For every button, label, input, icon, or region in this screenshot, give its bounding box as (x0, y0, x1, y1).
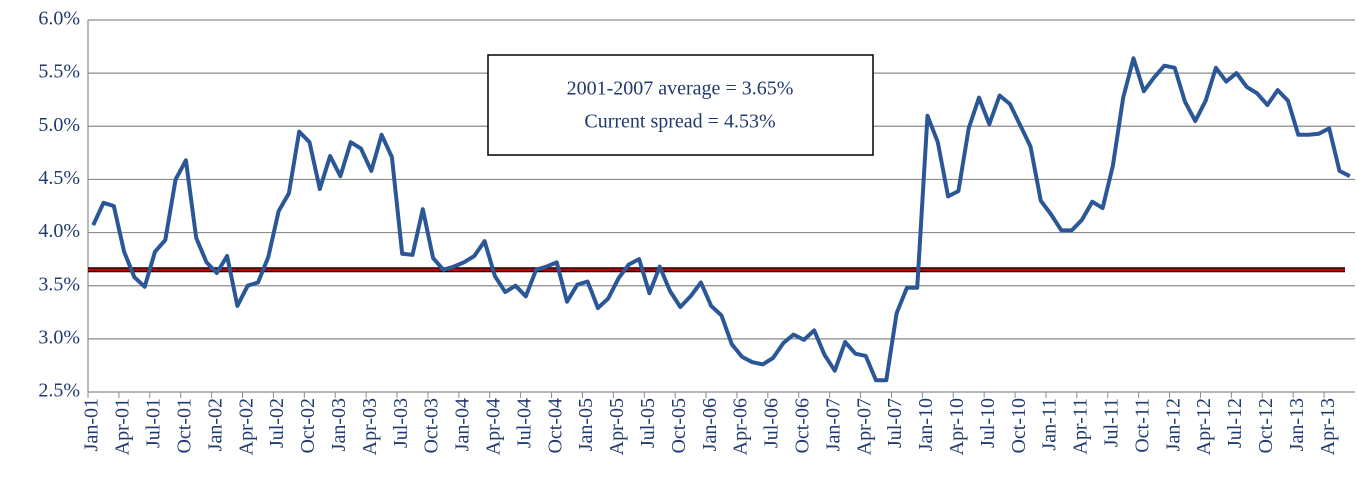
x-tick-label: Apr-10 (946, 398, 968, 455)
annotation: Current spread = 4.53% (584, 111, 775, 133)
x-tick-label: Jan-10 (915, 398, 937, 451)
x-tick-label: Apr-07 (853, 398, 875, 455)
x-tick-label: Jan-06 (699, 398, 721, 451)
x-tick-label: Apr-03 (359, 398, 381, 455)
x-tick-label: Jan-01 (81, 398, 103, 451)
x-tick-label: Apr-13 (1317, 398, 1339, 455)
y-tick-label: 5.0% (38, 114, 80, 136)
x-tick-label: Jul-01 (143, 398, 165, 448)
x-tick-label: Jan-13 (1286, 398, 1308, 451)
annotation-box (487, 54, 874, 156)
y-tick-label: 2.5% (38, 380, 80, 402)
x-tick-label: Apr-02 (235, 398, 257, 455)
x-tick-label: Jul-07 (884, 398, 906, 448)
x-tick-label: Jul-06 (761, 398, 783, 448)
x-tick-label: Jul-11 (1101, 398, 1123, 447)
annotation: 2001-2007 average = 3.65% (567, 78, 794, 100)
x-tick-label: Jul-10 (977, 398, 999, 448)
x-tick-label: Jan-11 (1039, 398, 1061, 451)
x-tick-label: Jul-12 (1224, 398, 1246, 448)
x-tick-label: Apr-12 (1193, 398, 1215, 455)
x-tick-label: Oct-04 (544, 398, 566, 454)
y-tick-label: 6.0% (38, 8, 80, 30)
y-tick-label: 5.5% (38, 61, 80, 83)
x-tick-label: Oct-11 (1131, 398, 1153, 453)
x-tick-label: Jul-04 (513, 398, 535, 448)
y-tick-label: 4.5% (38, 167, 80, 189)
x-tick-label: Jul-02 (266, 398, 288, 448)
x-tick-label: Jan-05 (575, 398, 597, 451)
x-tick-label: Jan-12 (1162, 398, 1184, 451)
x-tick-label: Apr-05 (606, 398, 628, 455)
y-tick-label: 3.5% (38, 273, 80, 295)
x-tick-label: Jan-04 (452, 398, 474, 451)
x-tick-label: Oct-03 (421, 398, 443, 454)
x-tick-label: Oct-01 (173, 398, 195, 454)
y-tick-label: 3.0% (38, 326, 80, 348)
series-line (91, 56, 1351, 383)
x-tick-label: Apr-01 (112, 398, 134, 455)
x-tick-label: Oct-12 (1255, 398, 1277, 454)
x-tick-label: Jan-07 (822, 398, 844, 451)
x-tick-label: Oct-06 (792, 398, 814, 454)
x-tick-label: Jul-03 (390, 398, 412, 448)
x-tick-label: Oct-05 (668, 398, 690, 454)
x-tick-label: Apr-11 (1070, 398, 1092, 455)
y-tick-label: 4.0% (38, 220, 80, 242)
x-tick-label: Jul-05 (637, 398, 659, 448)
x-tick-label: Jan-02 (204, 398, 226, 451)
x-tick-label: Oct-10 (1008, 398, 1030, 454)
x-tick-label: Apr-04 (482, 398, 504, 455)
x-tick-label: Apr-06 (730, 398, 752, 455)
x-tick-label: Oct-02 (297, 398, 319, 454)
x-tick-label: Jan-03 (328, 398, 350, 451)
